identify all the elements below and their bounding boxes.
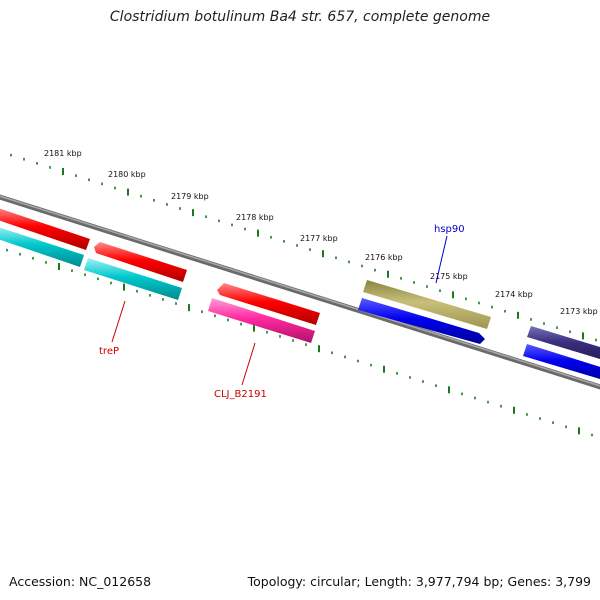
gene-arrow[interactable] xyxy=(527,326,600,362)
gene-arrow[interactable] xyxy=(0,226,84,267)
tick-label-2181: 2181 kbp xyxy=(44,149,82,158)
kbp-ruler-bottom xyxy=(6,248,593,437)
gene-hsp90[interactable] xyxy=(363,280,491,329)
gene-arrow[interactable] xyxy=(84,258,182,300)
topology-summary: Topology: circular; Length: 3,977,794 bp… xyxy=(247,574,591,589)
gene-label-hsp90[interactable]: hsp90 xyxy=(434,224,465,235)
gene-label-leaders xyxy=(111,235,448,386)
tick-label-2173: 2173 kbp xyxy=(560,307,598,316)
gene-arrow[interactable] xyxy=(0,207,90,250)
genome-backbone xyxy=(0,194,600,390)
gene-arrow[interactable] xyxy=(523,344,600,382)
tick-label-2176: 2176 kbp xyxy=(365,253,403,262)
tick-label-2180: 2180 kbp xyxy=(108,170,146,179)
tick-label-2177: 2177 kbp xyxy=(300,234,338,243)
genome-title: Clostridium botulinum Ba4 str. 657, comp… xyxy=(109,9,491,25)
gene-label-clj-b2191[interactable]: CLJ_B2191 xyxy=(214,389,267,400)
tick-label-2178: 2178 kbp xyxy=(236,213,274,222)
gene-labels: treP CLJ_B2191 hsp90 xyxy=(99,224,465,400)
gene-arrow[interactable] xyxy=(358,298,485,344)
kbp-ruler-top xyxy=(10,153,597,342)
gene-trep[interactable] xyxy=(94,242,187,282)
gene-arrow[interactable] xyxy=(208,298,315,343)
tick-label-2174: 2174 kbp xyxy=(495,290,533,299)
gene-label-trep[interactable]: treP xyxy=(99,346,119,357)
accession-text: Accession: NC_012658 xyxy=(9,574,152,589)
genes-track xyxy=(0,207,600,382)
tick-label-2175: 2175 kbp xyxy=(430,272,468,281)
kbp-tick-labels: 2181 kbp 2180 kbp 2179 kbp 2178 kbp 2177… xyxy=(44,149,598,316)
gene-clj-b2191[interactable] xyxy=(217,283,320,325)
tick-label-2179: 2179 kbp xyxy=(171,192,209,201)
